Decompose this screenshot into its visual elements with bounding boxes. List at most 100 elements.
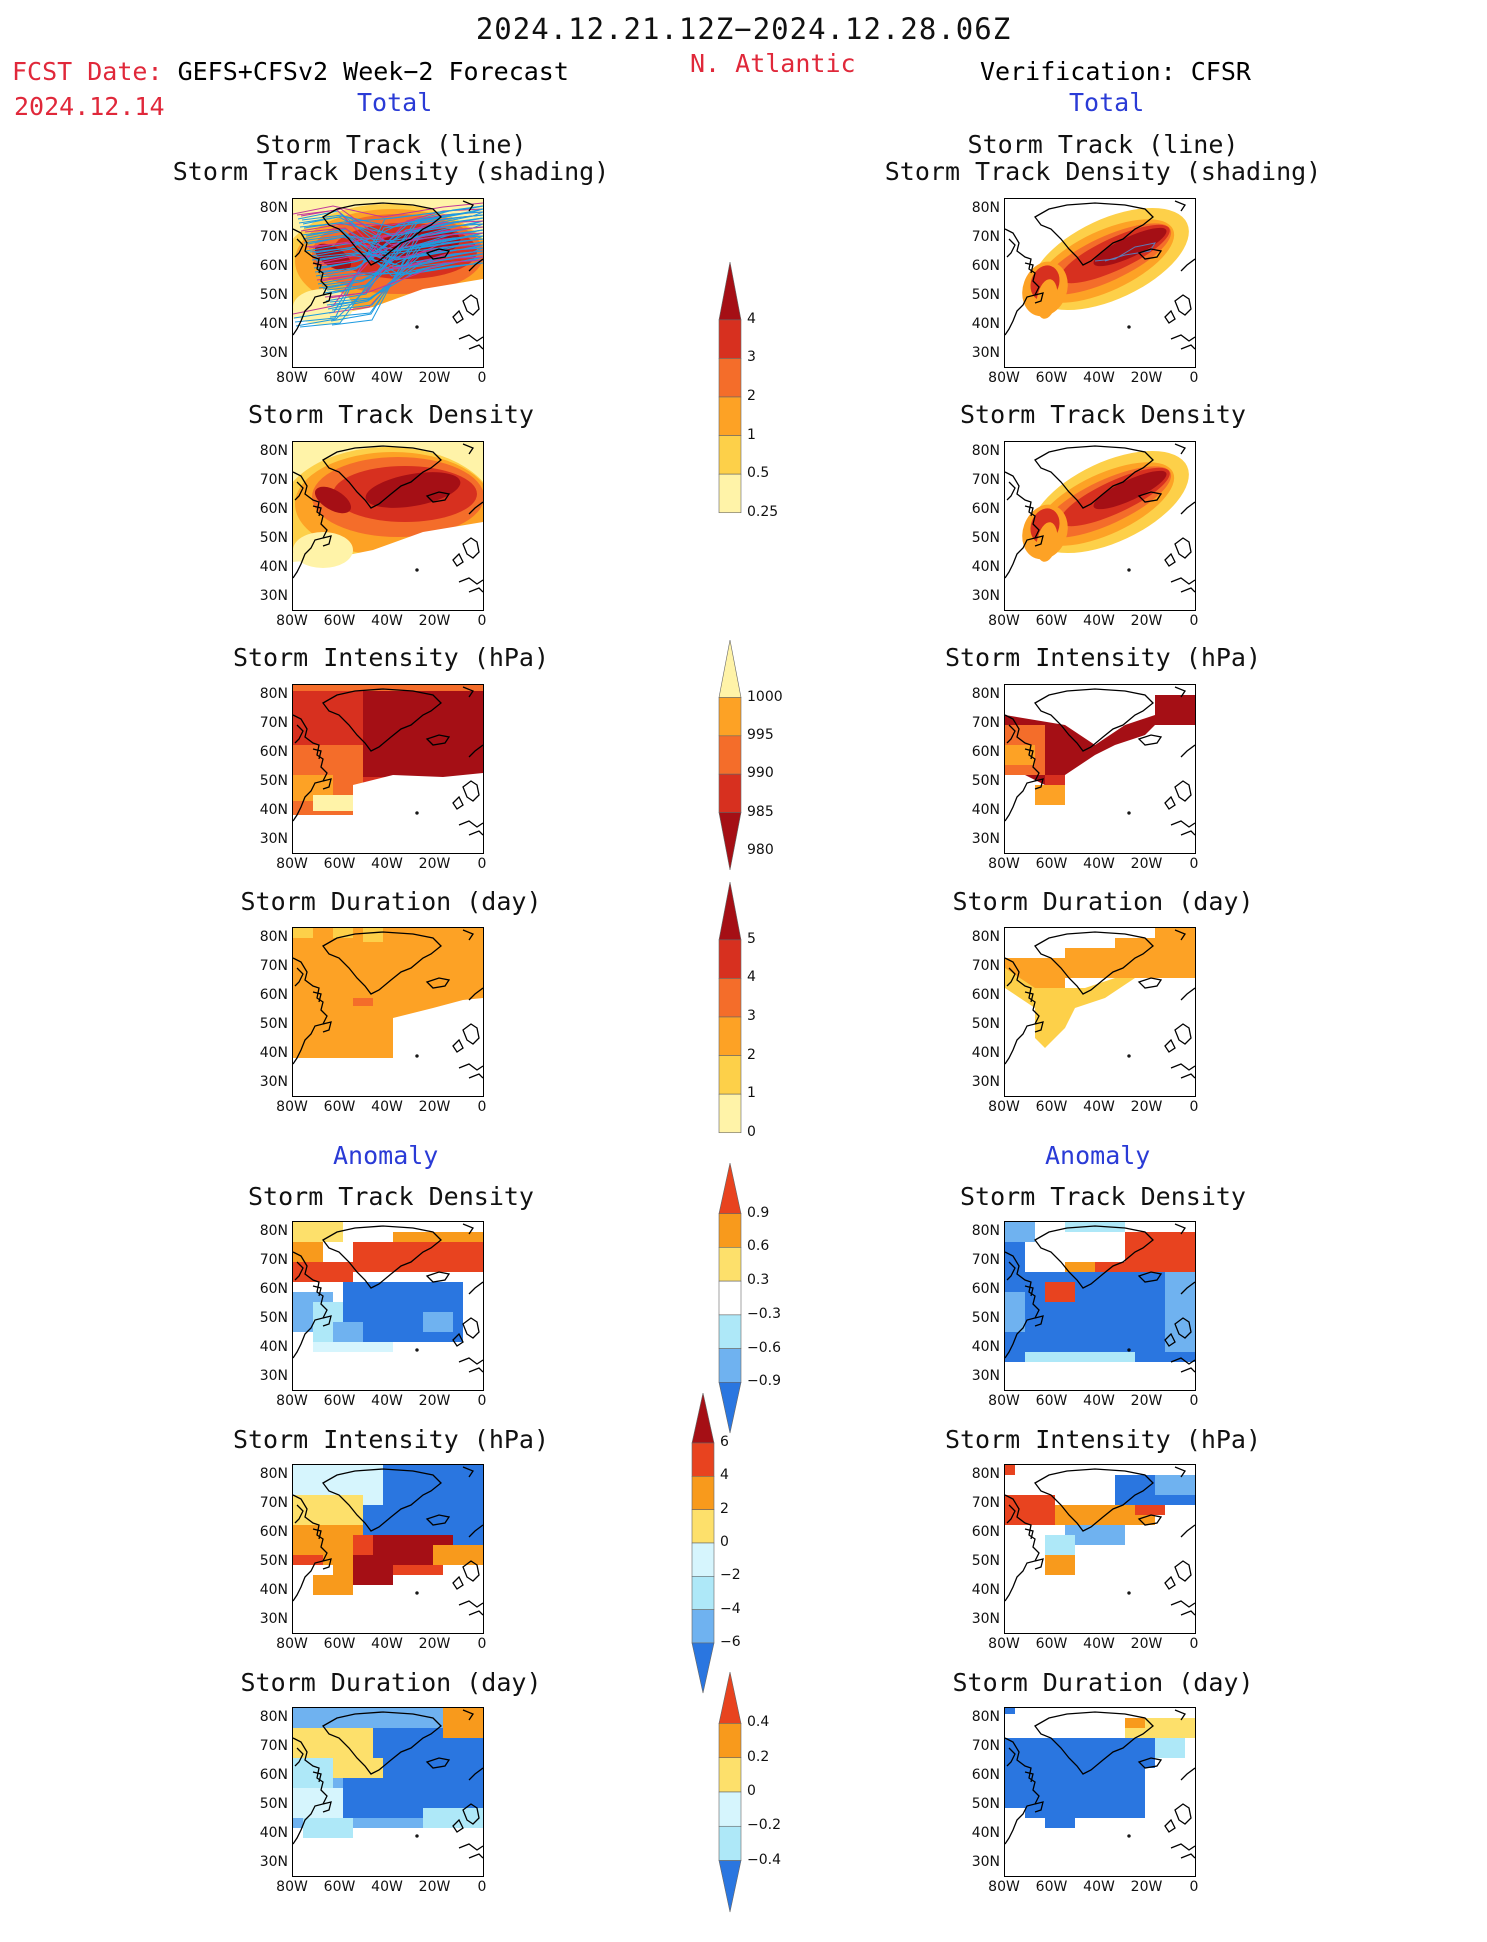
lon-tick-label: 0 [1189,856,1199,872]
colorbar-swatch [691,1393,715,1444]
track-line [293,202,483,218]
lon-tick-label: 40W [1083,1393,1115,1409]
colorbar-tick-label: 3 [747,1008,756,1024]
shade-cell [1045,1808,1075,1828]
colorbar-swatch [718,882,742,941]
lat-tick-label: 30N [971,345,1000,361]
lon-tick-label: 80W [988,1099,1020,1115]
colorbar-density [717,262,743,562]
lat-tick-label: 60N [259,987,288,1003]
colorbar-tick-label: 5 [747,930,756,947]
track-line [319,259,483,278]
lat-tick-label: 40N [971,1045,1000,1061]
colorbar-swatch [718,1280,742,1316]
colorbar-tick-label: 1000 [747,688,783,705]
colorbar-anom-duration [717,1672,743,1942]
shade-cell [1115,938,1195,948]
shade-cell [423,1808,483,1828]
shade-cell [293,1058,483,1096]
lat-tick-label: 30N [259,831,288,847]
right-total-label: Total [1069,88,1145,117]
colorbar-swatch [718,1860,742,1913]
shade-region [1036,522,1058,562]
colorbar-tick-label: 985 [747,803,774,820]
lon-tick-label: 80W [276,1879,308,1895]
track-line [307,229,483,245]
lat-tick-label: 30N [971,1611,1000,1627]
coastline [1005,929,1195,1079]
lon-tick-label: 20W [1130,1099,1163,1115]
colorbar-swatch [718,358,742,398]
track-line [1094,242,1157,262]
colorbar-duration [717,882,743,1182]
colorbar-intensity [717,640,743,900]
shade-cell [363,685,483,777]
lon-tick-label: 60W [323,1879,356,1895]
left-anomaly-label: Anomaly [333,1141,439,1170]
shade-cell [303,1818,353,1838]
right-track-title: Storm Track (line) Storm Track Density (s… [883,131,1323,185]
lon-tick-label: 80W [988,1636,1020,1652]
shade-cell [1045,1282,1075,1302]
lon-tick-label: 60W [1035,370,1068,386]
right-anom-density-title: Storm Track Density [960,1182,1246,1211]
colorbar-tick-label: 980 [747,841,774,858]
coastline [293,1223,483,1373]
shade-cell [1155,1728,1175,1738]
lon-tick-label: 20W [1130,370,1163,386]
lon-tick-label: 40W [371,856,403,872]
shade-cell [1135,1505,1165,1515]
colorbar-swatch [718,1672,742,1724]
colorbar-swatch [718,773,742,813]
right-anomaly-label: Anomaly [1045,1141,1151,1170]
lon-tick-label: 20W [418,1879,451,1895]
left-track-map [292,198,484,368]
track-line [300,208,483,246]
lon-tick-label: 40W [1083,370,1115,386]
lat-tick-label: 80N [971,1223,1000,1239]
track-line [314,244,483,260]
lat-tick-label: 70N [971,229,1000,245]
lon-tick-label: 40W [1083,1099,1115,1115]
shade-cell [313,1048,373,1058]
shade-cell [1155,1738,1185,1758]
lon-tick-label: 20W [418,1099,451,1115]
lon-tick-label: 60W [1035,1879,1068,1895]
lon-tick-label: 20W [418,856,451,872]
lon-tick-label: 80W [988,613,1020,629]
lon-tick-label: 60W [1035,1099,1068,1115]
title-line-1: Storm Track (line) [255,130,527,159]
shade-cell [1045,775,1065,785]
shade-cell [293,1788,343,1818]
shade-cell [1045,1535,1075,1555]
colorbar-swatch [718,1348,742,1383]
shade-region [1036,279,1058,319]
lat-tick-label: 40N [971,1339,1000,1355]
shade-cell [313,795,353,811]
shade-cell [1025,1768,1145,1818]
colorbar-swatch [718,978,742,1018]
fcst-date-header: FCST Date: GEFS+CFSv2 Week−2 Forecast [12,57,569,86]
lat-tick-label: 40N [971,559,1000,575]
colorbar-tick-label: 0.5 [747,465,770,482]
lat-tick-label: 50N [971,1016,1000,1032]
coastline [293,686,483,836]
lat-tick-label: 70N [971,1738,1000,1754]
colorbar-tick-label: 1 [747,1085,756,1102]
colorbar-tick-label: 1 [747,426,756,443]
lat-tick-label: 40N [971,1582,1000,1598]
track-line [299,241,483,328]
track-line [328,259,483,299]
lon-tick-label: 20W [418,1393,451,1409]
colorbar-swatch [691,1509,715,1544]
track-line [315,235,483,262]
colorbar-tick-label: 990 [747,765,774,782]
colorbar-tick-label: 0.25 [747,503,779,520]
lat-tick-label: 80N [259,200,288,216]
lon-tick-label: 20W [1130,1636,1163,1652]
left-anom-duration-map [292,1707,484,1877]
right-track-map [1004,198,1196,368]
right-anom-density-map [1004,1221,1196,1391]
lat-tick-label: 60N [971,1767,1000,1783]
lon-tick-label: 0 [1189,613,1199,629]
